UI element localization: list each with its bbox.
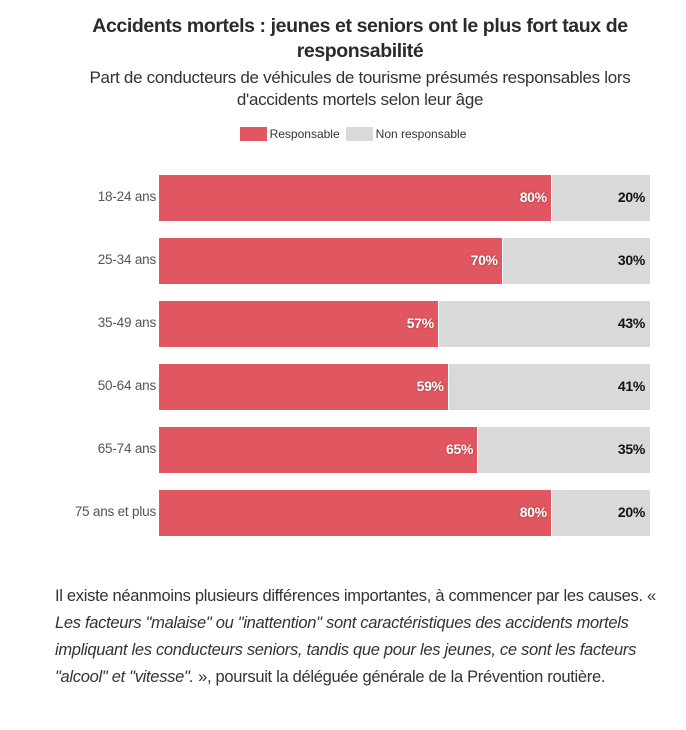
bar-non-responsable (502, 238, 650, 284)
data-label-responsable: 80% (519, 189, 547, 205)
bar-responsable (159, 301, 438, 347)
bar-responsable (159, 238, 502, 284)
legend-label-non-responsable: Non responsable (375, 127, 467, 141)
data-label-non-responsable: 20% (617, 504, 645, 520)
bar-non-responsable (448, 364, 650, 410)
category-label: 75 ans et plus (74, 504, 156, 519)
data-label-responsable: 59% (416, 378, 444, 394)
bar-responsable (159, 490, 551, 536)
paragraph-quote: Les facteurs "malaise" ou "inattention" … (55, 614, 637, 686)
category-label: 18-24 ans (97, 189, 156, 204)
category-label: 25-34 ans (97, 252, 156, 267)
data-label-non-responsable: 20% (617, 189, 645, 205)
category-label: 50-64 ans (97, 378, 156, 393)
data-label-non-responsable: 41% (617, 378, 645, 394)
legend-swatch-non-responsable (345, 127, 373, 141)
chart-title-text: Accidents mortels : jeunes et seniors on… (92, 15, 628, 62)
legend-item-responsable: Responsable (239, 127, 340, 141)
stacked-bar-chart: 18-24 ans 80% 20% 25-34 ans 70% 30% 35-49 ans 5… (74, 175, 650, 536)
data-label-non-responsable: 30% (617, 252, 645, 268)
data-label-responsable: 80% (519, 504, 547, 520)
data-label-non-responsable: 35% (617, 441, 645, 457)
chart-legend: Responsable Non responsable (0, 127, 686, 141)
paragraph-text-attribution: », poursuit la déléguée générale de la P… (193, 668, 606, 686)
chart-subtitle-text: Part de conducteurs de véhicules de tour… (89, 68, 631, 109)
category-label: 65-74 ans (97, 441, 156, 456)
legend-swatch-responsable (239, 127, 267, 141)
bar-non-responsable (478, 427, 650, 473)
bar-non-responsable (551, 175, 650, 221)
bar-responsable (159, 364, 448, 410)
bar-responsable (159, 175, 551, 221)
data-label-non-responsable: 43% (617, 315, 645, 331)
category-label: 35-49 ans (97, 315, 156, 330)
bar-responsable (159, 427, 478, 473)
paragraph-text-intro: Il existe néanmoins plusieurs différence… (55, 587, 656, 605)
bar-non-responsable (438, 301, 650, 347)
bar-non-responsable (551, 490, 650, 536)
article-paragraph: Il existe néanmoins plusieurs différence… (55, 583, 665, 691)
data-label-responsable: 70% (470, 252, 498, 268)
data-label-responsable: 65% (446, 441, 474, 457)
chart-subtitle: Part de conducteurs de véhicules de tour… (0, 67, 686, 111)
legend-label-responsable: Responsable (269, 127, 340, 141)
chart-title: Accidents mortels : jeunes et seniors on… (0, 14, 686, 64)
data-label-responsable: 57% (406, 315, 434, 331)
legend-item-non-responsable: Non responsable (345, 127, 467, 141)
